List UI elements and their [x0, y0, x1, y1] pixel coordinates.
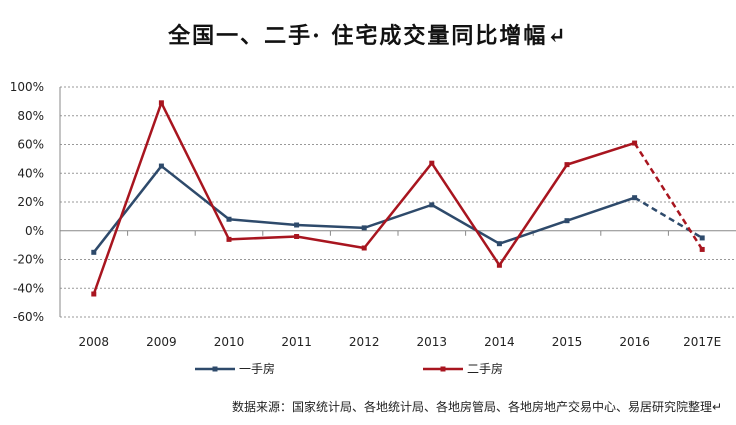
data-point [91, 249, 97, 255]
legend-label: 二手房 [467, 361, 503, 376]
x-tick-label: 2016 [619, 335, 650, 349]
data-point [496, 241, 502, 247]
x-tick-label: 2010 [214, 335, 245, 349]
x-tick-label: 2011 [281, 335, 312, 349]
data-point [632, 195, 638, 201]
data-point [564, 162, 570, 168]
data-point [158, 100, 164, 106]
y-tick-label: 40% [17, 166, 44, 180]
data-point [564, 218, 570, 224]
y-tick-label: 20% [17, 195, 44, 209]
data-point [699, 246, 705, 252]
legend-marker [212, 366, 218, 372]
x-tick-label: 2012 [349, 335, 380, 349]
x-tick-label: 2008 [79, 335, 110, 349]
y-tick-label: 0% [25, 224, 44, 238]
x-tick-label: 2014 [484, 335, 515, 349]
data-point [429, 160, 435, 166]
data-point [226, 236, 232, 242]
data-point [91, 291, 97, 297]
data-source-note: 数据来源：国家统计局、各地统计局、各地房管局、各地房地产交易中心、易居研究院整理… [231, 400, 722, 414]
y-tick-label: 100% [10, 80, 44, 94]
x-tick-label: 2017E [683, 335, 721, 349]
data-point [632, 140, 638, 146]
data-point [429, 202, 435, 208]
data-point [294, 222, 300, 228]
x-tick-label: 2009 [146, 335, 177, 349]
legend-marker [440, 366, 446, 372]
y-tick-label: -20% [13, 253, 44, 267]
data-point [496, 262, 502, 268]
y-tick-label: -60% [13, 310, 44, 324]
series-forecast-line-2 [633, 142, 704, 251]
legend-label: 一手房 [239, 361, 275, 376]
series-line-1 [92, 164, 636, 254]
data-point [699, 235, 705, 241]
data-point [294, 234, 300, 239]
data-point [361, 245, 367, 251]
data-point [361, 225, 367, 231]
y-tick-label: 60% [17, 138, 44, 152]
y-tick-label: -40% [13, 281, 44, 295]
x-tick-label: 2013 [417, 335, 448, 349]
series-line-2 [92, 101, 635, 295]
y-tick-label: 80% [17, 109, 44, 123]
data-point [158, 163, 164, 169]
chart-title: 全国一、二手· 住宅成交量同比增幅↵ [168, 23, 568, 49]
x-tick-label: 2015 [552, 335, 583, 349]
data-point [226, 216, 232, 222]
